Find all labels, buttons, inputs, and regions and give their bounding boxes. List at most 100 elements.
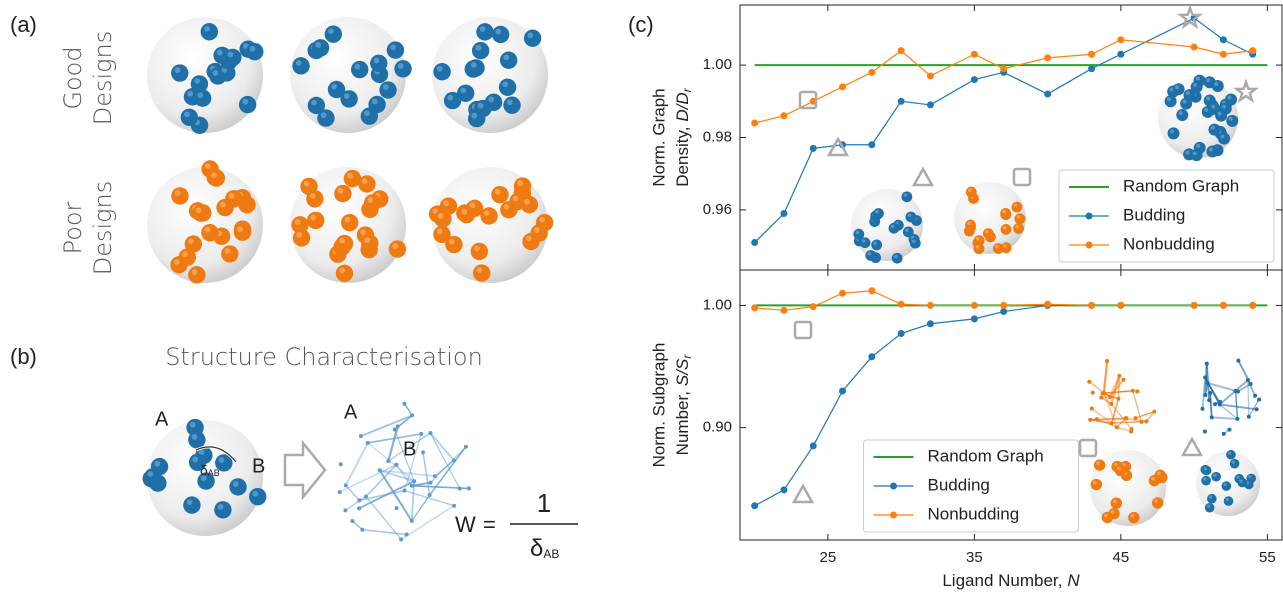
node <box>1144 419 1148 423</box>
legend-label: Random Graph <box>1123 176 1239 195</box>
ligand <box>1205 503 1215 513</box>
ligand-highlight <box>184 111 190 117</box>
node <box>1222 432 1226 436</box>
x-tick-label: 35 <box>966 549 983 566</box>
node <box>1134 416 1138 420</box>
ligand <box>1091 479 1102 490</box>
edge <box>1104 361 1107 393</box>
ligand <box>873 208 884 219</box>
equation-lhs: W <box>455 512 476 537</box>
ligand-highlight <box>985 230 989 234</box>
point <box>1044 301 1051 308</box>
ligand <box>307 212 324 229</box>
ligand-highlight <box>461 209 467 215</box>
node <box>452 458 456 462</box>
ligand-highlight <box>154 461 160 467</box>
ligand-highlight <box>192 269 198 275</box>
ligand-highlight <box>217 50 223 56</box>
node <box>1135 389 1139 393</box>
node <box>394 463 398 467</box>
ligand <box>379 81 396 98</box>
node <box>1088 418 1092 422</box>
ligand <box>188 431 205 448</box>
ligand <box>965 220 976 231</box>
ligand <box>1001 224 1012 235</box>
ligand <box>1215 110 1227 122</box>
point <box>1000 65 1007 72</box>
edge <box>362 530 406 535</box>
ligand-highlight <box>856 231 860 235</box>
node <box>1253 394 1257 398</box>
ligand <box>306 190 323 207</box>
edge <box>346 443 368 486</box>
edge <box>412 495 430 521</box>
ligand-highlight <box>527 32 533 38</box>
ligand-highlight <box>253 491 259 497</box>
node <box>360 528 364 532</box>
ligand <box>336 235 353 252</box>
node <box>1206 381 1210 385</box>
ligand <box>499 79 516 96</box>
panel-title: Structure Characterisation <box>165 343 483 371</box>
ligand-highlight <box>1003 226 1007 230</box>
ligand-highlight <box>174 259 180 265</box>
ligand-highlight <box>1248 475 1251 478</box>
ligand-highlight <box>1093 481 1097 485</box>
ligand-highlight <box>1196 77 1200 81</box>
ligand-highlight <box>205 227 211 233</box>
point <box>780 112 787 119</box>
ligand-highlight <box>1228 452 1231 455</box>
node <box>1108 395 1112 399</box>
distance-symbol: δ <box>200 462 208 478</box>
ligand-highlight <box>904 193 908 197</box>
ligand-highlight <box>447 95 453 101</box>
ligand-highlight <box>1214 82 1218 86</box>
point <box>1044 54 1051 61</box>
ligand-highlight <box>438 213 444 219</box>
ligand-highlight <box>187 91 193 97</box>
ligand-highlight <box>383 84 389 90</box>
node <box>393 428 397 432</box>
ligand-highlight <box>862 239 866 243</box>
ligand <box>1014 213 1025 224</box>
ligand <box>901 191 912 202</box>
node <box>386 459 390 463</box>
point <box>1044 91 1051 98</box>
y-axis-label-line: Norm. Subgraph <box>649 343 668 468</box>
ligand-highlight <box>1236 476 1239 479</box>
ligand <box>364 194 381 211</box>
ligand <box>181 109 198 126</box>
ligand-highlight <box>1218 112 1222 116</box>
ligand-highlight <box>1239 479 1242 482</box>
ligand <box>1208 124 1220 136</box>
y-axis-label-text: Density, <box>673 127 692 187</box>
point <box>1000 308 1007 315</box>
x-axis-label: Ligand Number,N <box>942 571 1080 590</box>
node <box>410 413 414 417</box>
ligand <box>865 250 876 261</box>
node <box>1247 415 1251 419</box>
row-label-line: Designs <box>89 181 117 276</box>
ligand-highlight <box>507 99 513 105</box>
node <box>1203 375 1207 379</box>
y-tick-label: 0.98 <box>703 128 732 145</box>
ligand-highlight <box>250 46 256 52</box>
ligand-highlight <box>1113 499 1117 503</box>
ligand <box>974 243 985 254</box>
ligand <box>192 204 209 221</box>
ligand-highlight <box>1203 477 1206 480</box>
y-tick-label: 1.00 <box>703 296 732 313</box>
ligand <box>224 49 241 66</box>
ligand <box>910 238 921 249</box>
ligand-highlight <box>211 172 217 178</box>
ligand-highlight <box>912 240 916 244</box>
ligand-highlight <box>220 202 226 208</box>
ligand <box>292 57 309 74</box>
ligand <box>312 39 329 56</box>
ligand-highlight <box>296 232 302 238</box>
node <box>1115 425 1119 429</box>
point <box>1088 302 1095 309</box>
ligand <box>503 96 520 113</box>
ligand-highlight <box>1232 461 1235 464</box>
legend-label: Random Graph <box>928 446 1044 465</box>
